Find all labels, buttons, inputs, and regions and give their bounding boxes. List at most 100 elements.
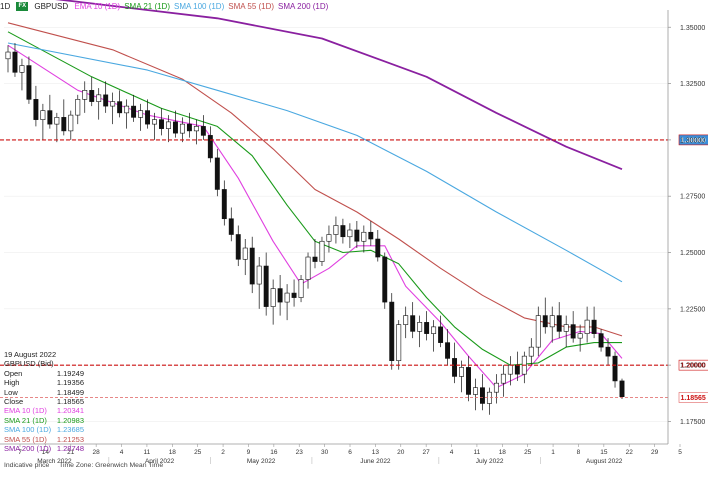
x-tick-label: 1 <box>551 449 555 456</box>
ohlc-info-panel: 19 August 2022 GBPUSD (Bid) Open 1.19249 H… <box>4 350 84 453</box>
price-level-badge <box>678 134 708 146</box>
info-row: SMA 55 (1D) 1.21253 <box>4 435 84 444</box>
info-title: GBPUSD (Bid) <box>4 359 54 369</box>
candle-body <box>117 101 123 114</box>
info-row-value: 1.20341 <box>56 406 84 416</box>
info-date: 19 August 2022 <box>4 350 57 359</box>
candle-body <box>12 51 18 73</box>
candle-body <box>591 319 597 334</box>
candle-body <box>612 355 618 382</box>
candle-body <box>40 110 46 120</box>
y-tick-label: 1.17500 <box>680 419 705 426</box>
candle-body <box>577 333 583 339</box>
x-tick-label: 2 <box>221 449 225 456</box>
info-row-label: SMA 100 (1D) <box>4 425 52 435</box>
info-row-value: 1.23685 <box>56 425 84 435</box>
x-tick-label: 25 <box>194 449 202 456</box>
candle-body <box>605 346 611 357</box>
candle-body <box>549 315 555 328</box>
candle-body <box>228 218 234 235</box>
candle-body <box>270 288 276 307</box>
candle-body <box>291 292 297 298</box>
month-label: April 2022 <box>145 458 175 465</box>
info-row-value: 1.19249 <box>56 368 84 378</box>
x-tick-label: 8 <box>577 449 581 456</box>
y-tick-label: 1.20000 <box>680 363 705 370</box>
indicator-legend-item[interactable]: SMA 200 (1D) <box>278 2 329 11</box>
candle-body <box>131 105 137 118</box>
x-axis: 7 14 21 28 4 11 18 25 2 9 16 23 30 6 13 20 27 4 11 18 25 1 8 15… <box>0 443 682 465</box>
candle-body <box>68 114 74 132</box>
info-row-label: Close <box>4 397 24 407</box>
price-level-label: 1.20000 <box>681 363 706 370</box>
info-row: EMA 10 (1D) 1.20341 <box>4 406 84 415</box>
moving-average-line <box>7 22 623 337</box>
indicator-legend-item[interactable]: EMA 10 (1D) <box>74 2 121 11</box>
candle-body <box>514 364 520 375</box>
timezone-note: Time Zone: Greenwich Mean Time <box>59 462 164 469</box>
candle-body <box>124 105 130 114</box>
timeframe-label[interactable]: 1D <box>0 2 11 11</box>
fx-badge-icon: FX <box>16 2 29 12</box>
month-label: August 2022 <box>586 458 623 465</box>
info-row-label: Low <box>4 387 18 397</box>
x-tick-label: 11 <box>144 449 151 456</box>
candle-body <box>361 231 367 242</box>
candle-body <box>256 265 262 285</box>
candle-body <box>33 99 39 120</box>
x-tick-label: 4 <box>120 449 124 456</box>
candle-body <box>333 225 339 235</box>
x-tick-label: 6 <box>348 449 352 456</box>
candle-body <box>375 238 381 258</box>
x-tick-label: 25 <box>524 449 532 456</box>
x-tick-label: 15 <box>600 449 608 456</box>
candle-body <box>445 342 451 359</box>
candle-body <box>89 90 95 102</box>
info-row-label: Open <box>4 368 23 378</box>
candle-body <box>186 123 192 132</box>
candle-body <box>242 247 248 260</box>
info-row: Low 1.18499 <box>4 388 84 397</box>
candle-body <box>473 387 478 395</box>
candle-body <box>26 65 32 100</box>
candle-body <box>493 382 499 393</box>
info-row-value: 1.18499 <box>56 387 84 397</box>
candle-body <box>235 234 241 260</box>
candle-body <box>563 324 569 332</box>
candle-body <box>584 319 590 334</box>
x-tick-label: 14 <box>42 449 50 456</box>
indicator-legend-item[interactable]: SMA 100 (1D) <box>174 2 225 11</box>
moving-average-line <box>7 31 622 366</box>
y-tick-label: 1.32500 <box>680 81 705 88</box>
indicator-legend-item[interactable]: SMA 21 (1D) <box>124 2 170 11</box>
candle-body <box>152 119 157 125</box>
y-tick-label: 1.22500 <box>680 306 705 313</box>
price-level-label: 1.18565 <box>681 395 706 402</box>
month-label: July 2022 <box>476 458 504 465</box>
candle-body <box>556 315 562 332</box>
candle-body <box>424 322 430 334</box>
month-label: May 2022 <box>247 458 276 465</box>
info-row: SMA 200 (1D) 1.28748 <box>4 444 84 453</box>
x-tick-label: 23 <box>296 449 304 456</box>
x-tick-label: 16 <box>270 449 278 456</box>
candle-body <box>61 117 67 132</box>
info-row-value: 1.19356 <box>56 378 84 388</box>
candle-body <box>312 256 318 262</box>
candle-body <box>263 265 269 307</box>
candle-body <box>500 373 506 384</box>
candle-body <box>396 324 402 361</box>
indicator-legend-item[interactable]: SMA 55 (1D) <box>228 2 275 11</box>
price-level-badge <box>678 392 708 403</box>
info-row: SMA 100 (1D) 1.23685 <box>4 425 84 434</box>
symbol-label[interactable]: GBPUSD <box>34 2 69 11</box>
candle-body <box>200 126 206 136</box>
candle-body <box>19 65 25 73</box>
candle-body <box>54 117 60 125</box>
horizontal-level-layer: 1.30000 1.20000 1.18565 <box>0 134 708 403</box>
x-tick-label: 9 <box>247 449 251 456</box>
candle-body <box>249 247 255 285</box>
info-row: High 1.19356 <box>4 378 84 387</box>
candle-body <box>382 256 388 303</box>
